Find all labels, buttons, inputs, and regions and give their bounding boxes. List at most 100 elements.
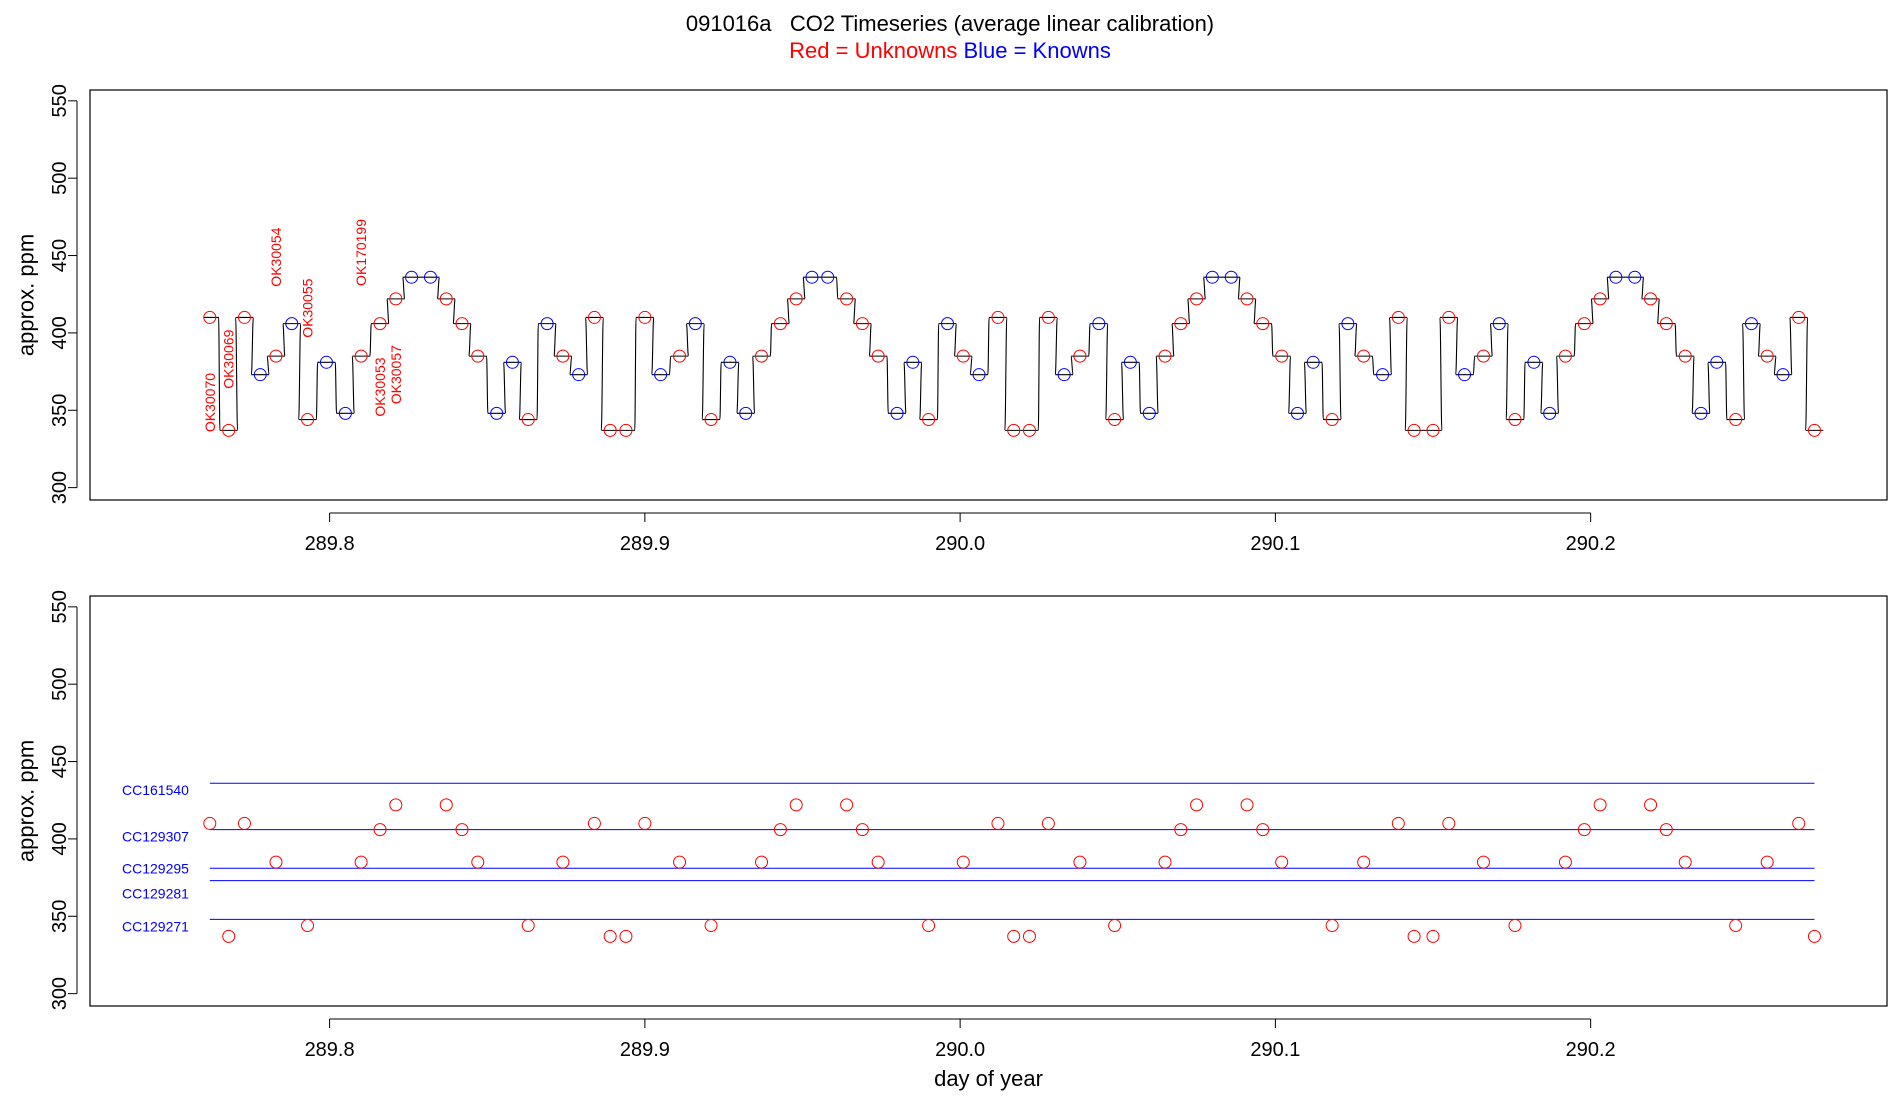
- reference-line-label: CC129307: [122, 829, 189, 845]
- unknown-marker: [1256, 317, 1270, 331]
- x-tick-label: 289.9: [620, 1039, 670, 1061]
- unknown-marker: [587, 816, 601, 830]
- unknown-marker: [1593, 292, 1607, 306]
- known-marker: [1123, 355, 1137, 369]
- unknown-marker: [1158, 349, 1172, 363]
- unknown-marker: [922, 919, 936, 933]
- unknown-marker: [755, 855, 769, 869]
- unknown-marker: [556, 855, 570, 869]
- known-marker: [1224, 270, 1238, 284]
- sample-annotation: OK30057: [388, 345, 404, 404]
- unknown-marker: [773, 317, 787, 331]
- unknown-marker: [203, 310, 217, 324]
- unknown-marker: [871, 349, 885, 363]
- y-tick-label: 350: [49, 394, 71, 427]
- unknown-marker: [1190, 798, 1204, 812]
- unknown-marker: [840, 292, 854, 306]
- unknown-marker: [1476, 349, 1490, 363]
- known-marker: [1205, 270, 1219, 284]
- y-tick-label: 500: [49, 668, 71, 701]
- unknown-marker: [1407, 423, 1421, 437]
- unknown-marker: [619, 929, 633, 943]
- unknown-marker: [922, 413, 936, 427]
- known-marker: [1306, 355, 1320, 369]
- known-marker: [505, 355, 519, 369]
- reference-line-label: CC129271: [122, 918, 189, 934]
- unknown-marker: [1807, 423, 1821, 437]
- unknown-marker: [354, 855, 368, 869]
- title-block: 091016a CO2 Timeseries (average linear c…: [0, 10, 1900, 64]
- sample-annotation: OK30069: [221, 329, 237, 388]
- unknown-marker: [1678, 349, 1692, 363]
- unknown-marker: [471, 349, 485, 363]
- sample-annotation: OK30054: [268, 227, 284, 286]
- y-tick-label: 450: [49, 745, 71, 778]
- unknown-marker: [956, 349, 970, 363]
- sample-annotation: OK30055: [300, 278, 316, 337]
- plot-panel-1: 300 350 400 450 500 550 289.8 289.9 290.0 290.1 29…: [14, 84, 1888, 555]
- unknown-marker: [789, 292, 803, 306]
- unknown-marker: [455, 823, 469, 837]
- known-marker: [1694, 406, 1708, 420]
- x-tick-label: 290.0: [935, 1039, 985, 1061]
- unknown-marker: [1041, 816, 1055, 830]
- known-marker: [941, 317, 955, 331]
- known-marker: [1543, 406, 1557, 420]
- unknown-marker: [1426, 929, 1440, 943]
- unknown-marker: [1593, 798, 1607, 812]
- unknown-marker: [619, 423, 633, 437]
- known-marker: [1710, 355, 1724, 369]
- known-marker: [1341, 317, 1355, 331]
- unknown-marker: [603, 929, 617, 943]
- unknown-marker: [1158, 855, 1172, 869]
- unknown-marker: [1644, 292, 1658, 306]
- y-axis-label: approx. ppm: [14, 234, 39, 356]
- unknown-marker: [222, 929, 236, 943]
- chart-subtitle: Red = Unknowns Blue = Knowns: [0, 38, 1900, 64]
- known-marker: [1376, 368, 1390, 382]
- unknown-marker: [1073, 349, 1087, 363]
- unknown-marker: [521, 413, 535, 427]
- unknown-marker: [673, 855, 687, 869]
- unknown-marker: [1256, 823, 1270, 837]
- known-marker: [423, 270, 437, 284]
- unknown-marker: [521, 919, 535, 933]
- unknown-marker: [638, 310, 652, 324]
- unknown-marker: [1073, 855, 1087, 869]
- y-tick-label: 500: [49, 162, 71, 195]
- unknown-marker: [1476, 855, 1490, 869]
- reference-line-label: CC129295: [122, 860, 189, 876]
- unknown-marker: [1041, 310, 1055, 324]
- unknown-marker: [855, 823, 869, 837]
- x-tick-label: 289.8: [305, 533, 355, 555]
- chart-title: 091016a CO2 Timeseries (average linear c…: [685, 11, 1215, 36]
- y-tick-label: 400: [49, 822, 71, 855]
- unknown-marker: [556, 349, 570, 363]
- unknown-marker: [1508, 413, 1522, 427]
- unknown-marker: [1022, 423, 1036, 437]
- unknown-marker: [269, 349, 283, 363]
- unknown-marker: [1760, 855, 1774, 869]
- known-marker: [319, 355, 333, 369]
- unknown-marker: [354, 349, 368, 363]
- unknown-marker: [237, 310, 251, 324]
- known-marker: [654, 368, 668, 382]
- known-marker: [1492, 317, 1506, 331]
- unknown-marker: [1357, 349, 1371, 363]
- known-marker: [405, 270, 419, 284]
- x-tick-label: 289.9: [620, 533, 670, 555]
- known-marker: [1527, 355, 1541, 369]
- unknown-marker: [1558, 855, 1572, 869]
- unknown-marker: [1729, 413, 1743, 427]
- unknown-marker: [956, 855, 970, 869]
- unknown-marker: [439, 798, 453, 812]
- unknown-marker: [1407, 929, 1421, 943]
- unknown-marker: [269, 855, 283, 869]
- unknown-marker: [1644, 798, 1658, 812]
- unknown-marker: [389, 292, 403, 306]
- known-marker: [972, 368, 986, 382]
- known-marker: [1458, 368, 1472, 382]
- unknown-marker: [1792, 310, 1806, 324]
- sample-annotation: OK170199: [353, 219, 369, 286]
